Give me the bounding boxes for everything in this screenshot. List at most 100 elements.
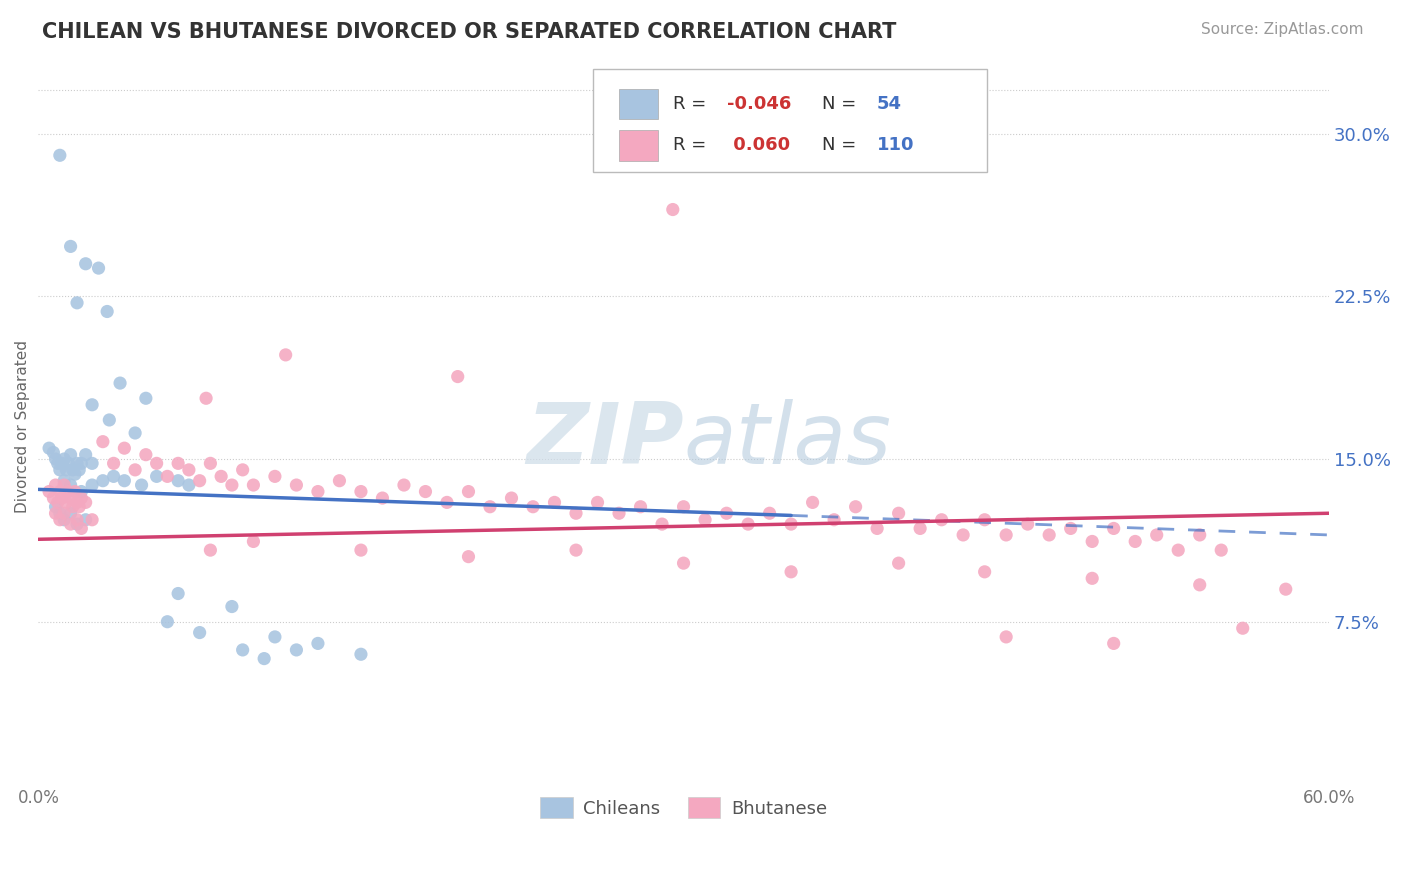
Point [62, 500, 84, 514]
Point [49, 513, 72, 527]
Point [447, 369, 470, 384]
FancyBboxPatch shape [619, 89, 658, 120]
Point [70, 521, 93, 535]
Point [124, 463, 146, 477]
Point [49, 484, 72, 499]
Point [931, 513, 953, 527]
Point [75, 513, 97, 527]
Text: 0.060: 0.060 [727, 136, 790, 154]
Point [188, 625, 211, 640]
Point [543, 495, 565, 509]
Point [82, 398, 104, 412]
Point [672, 500, 695, 514]
Point [67, 463, 90, 477]
Point [58, 456, 80, 470]
Point [66, 295, 89, 310]
Point [62, 463, 84, 477]
Point [45, 500, 67, 514]
Point [415, 484, 437, 499]
Point [952, 528, 974, 542]
Point [1123, 534, 1146, 549]
Point [82, 456, 104, 470]
Point [758, 506, 780, 520]
Point [780, 565, 803, 579]
Point [1232, 621, 1254, 635]
Point [75, 257, 97, 271]
Point [177, 478, 200, 492]
Point [908, 521, 931, 535]
Point [46, 456, 69, 470]
Point [662, 202, 685, 217]
Point [1081, 534, 1104, 549]
Point [630, 500, 652, 514]
Point [285, 643, 308, 657]
Text: 110: 110 [877, 136, 915, 154]
Point [63, 484, 86, 499]
Point [38, 484, 60, 499]
Point [1081, 571, 1104, 585]
Point [38, 441, 60, 455]
Legend: Chileans, Bhutanese: Chileans, Bhutanese [533, 790, 834, 825]
Point [242, 534, 264, 549]
Point [55, 495, 77, 509]
FancyBboxPatch shape [593, 69, 987, 172]
Point [1167, 543, 1189, 558]
Point [87, 261, 110, 276]
Point [995, 630, 1018, 644]
Point [737, 517, 759, 532]
Point [264, 630, 287, 644]
Point [457, 549, 479, 564]
Point [96, 304, 118, 318]
Point [221, 599, 243, 614]
Point [98, 413, 121, 427]
Point [845, 500, 868, 514]
Point [672, 556, 695, 570]
Text: R =: R = [673, 136, 713, 154]
Text: -0.046: -0.046 [727, 95, 792, 113]
Point [46, 495, 69, 509]
Point [53, 474, 76, 488]
Point [274, 348, 297, 362]
Text: Source: ZipAtlas.com: Source: ZipAtlas.com [1201, 22, 1364, 37]
Point [1188, 578, 1211, 592]
Point [995, 528, 1018, 542]
Point [49, 463, 72, 477]
Point [103, 469, 125, 483]
Point [70, 484, 93, 499]
Point [145, 456, 167, 470]
Point [66, 517, 89, 532]
Point [436, 495, 458, 509]
Point [1274, 582, 1296, 597]
Point [307, 484, 329, 499]
Point [58, 484, 80, 499]
Point [75, 495, 97, 509]
Point [167, 456, 190, 470]
Point [82, 478, 104, 492]
Point [209, 469, 232, 483]
Point [651, 517, 673, 532]
Text: CHILEAN VS BHUTANESE DIVORCED OR SEPARATED CORRELATION CHART: CHILEAN VS BHUTANESE DIVORCED OR SEPARAT… [42, 22, 897, 42]
Point [75, 448, 97, 462]
Point [131, 478, 153, 492]
Point [91, 434, 114, 449]
Point [232, 463, 254, 477]
Point [108, 376, 131, 390]
Point [457, 484, 479, 499]
Point [887, 556, 910, 570]
Point [350, 543, 373, 558]
Point [1060, 521, 1083, 535]
Point [242, 478, 264, 492]
Point [59, 239, 82, 253]
Point [45, 506, 67, 520]
Point [392, 478, 415, 492]
Point [55, 463, 77, 477]
Point [565, 543, 588, 558]
Point [91, 474, 114, 488]
Point [200, 456, 222, 470]
Point [66, 456, 89, 470]
Point [124, 425, 146, 440]
Point [565, 506, 588, 520]
Point [51, 456, 73, 470]
Point [328, 474, 350, 488]
Point [195, 391, 218, 405]
